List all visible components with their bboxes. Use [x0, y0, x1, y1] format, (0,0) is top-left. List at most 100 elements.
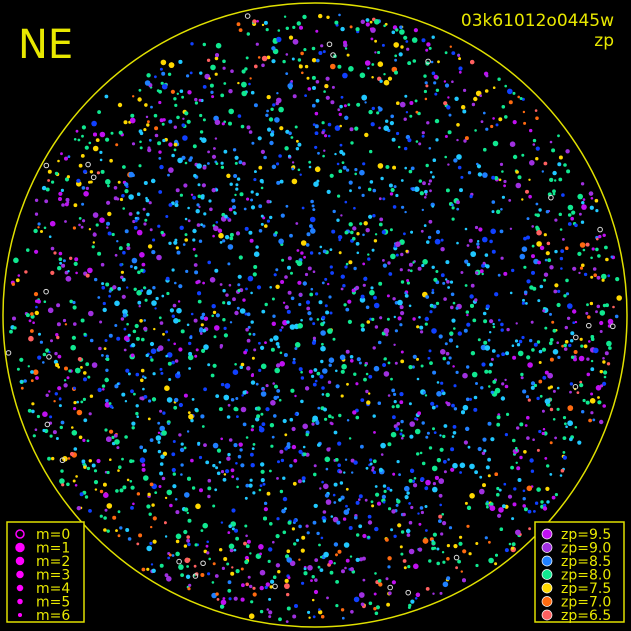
star-marker — [250, 205, 256, 210]
star-marker — [230, 468, 235, 473]
star-marker — [469, 397, 472, 401]
star-marker — [159, 563, 164, 568]
star-marker — [553, 289, 558, 294]
star-marker — [430, 60, 434, 64]
star-marker — [405, 249, 409, 253]
star-marker — [446, 105, 451, 110]
star-marker — [247, 325, 251, 329]
star-marker — [415, 140, 419, 143]
star-marker — [371, 248, 375, 252]
star-marker — [153, 113, 158, 118]
star-marker — [220, 604, 225, 609]
star-marker — [554, 218, 558, 222]
star-marker — [370, 500, 374, 504]
star-marker — [146, 291, 151, 295]
star-marker — [234, 310, 239, 316]
star-marker — [45, 348, 50, 353]
star-marker — [389, 121, 394, 126]
star-marker — [139, 396, 143, 400]
star-marker — [179, 447, 185, 453]
star-marker — [388, 272, 393, 276]
star-marker — [172, 484, 177, 489]
star-marker — [212, 363, 217, 368]
star-marker — [519, 253, 526, 260]
star-marker — [387, 261, 391, 265]
star-marker — [400, 252, 404, 257]
star-marker — [229, 236, 234, 241]
star-marker — [536, 396, 540, 401]
star-marker — [311, 75, 316, 80]
star-marker — [174, 281, 177, 285]
star-marker — [284, 583, 290, 589]
star-marker — [200, 414, 205, 419]
star-marker — [443, 80, 447, 83]
star-marker — [442, 521, 447, 526]
star-marker — [201, 137, 207, 143]
star-marker — [559, 228, 563, 231]
star-marker — [269, 215, 273, 220]
star-marker — [562, 416, 567, 420]
star-marker — [372, 346, 376, 350]
star-marker — [184, 217, 188, 221]
star-marker — [308, 616, 311, 619]
star-marker — [165, 276, 170, 281]
star-marker — [124, 435, 128, 439]
star-marker — [190, 193, 194, 196]
star-marker — [371, 466, 375, 470]
star-marker — [301, 476, 306, 481]
zp-legend-label: zp=7.5 — [561, 581, 611, 597]
star-marker — [545, 486, 550, 491]
star-marker — [133, 226, 138, 230]
star-marker — [162, 332, 165, 336]
star-marker — [447, 96, 450, 99]
star-marker — [198, 98, 202, 102]
star-marker — [222, 301, 226, 305]
star-marker — [596, 275, 601, 280]
star-marker — [517, 175, 522, 180]
star-marker — [398, 145, 401, 149]
star-marker — [414, 597, 418, 600]
star-marker — [253, 348, 257, 352]
saturated-star-marker — [272, 583, 278, 590]
star-marker — [312, 270, 316, 274]
star-marker — [248, 332, 252, 336]
star-marker — [103, 492, 109, 499]
star-marker — [180, 463, 184, 467]
magnitude-legend-label: m=2 — [36, 554, 70, 570]
star-marker — [489, 362, 493, 367]
star-marker — [252, 592, 257, 597]
star-marker — [202, 85, 207, 89]
star-marker — [378, 467, 383, 472]
star-marker — [175, 551, 180, 557]
star-marker — [480, 386, 484, 390]
star-marker — [66, 201, 70, 204]
star-marker — [385, 538, 389, 542]
star-marker — [304, 272, 309, 277]
star-marker — [137, 270, 141, 275]
star-marker — [222, 59, 226, 64]
star-marker — [165, 354, 168, 358]
star-marker — [298, 524, 302, 529]
star-marker — [214, 56, 219, 61]
star-marker — [73, 261, 78, 266]
star-marker — [173, 125, 177, 129]
star-marker — [147, 492, 151, 496]
star-marker — [28, 335, 34, 342]
star-marker — [530, 381, 536, 386]
star-marker — [202, 328, 207, 333]
star-marker — [150, 348, 157, 355]
star-marker — [571, 210, 576, 215]
star-marker — [585, 242, 590, 247]
star-marker — [503, 271, 508, 276]
star-marker — [286, 320, 290, 324]
star-marker — [273, 414, 277, 418]
star-marker — [520, 372, 524, 377]
star-marker — [440, 238, 444, 242]
star-marker — [220, 161, 224, 165]
star-marker — [440, 273, 445, 278]
star-marker — [373, 295, 377, 300]
star-marker — [275, 36, 282, 43]
star-marker — [412, 59, 417, 63]
star-marker — [177, 157, 183, 164]
star-marker — [274, 367, 281, 374]
